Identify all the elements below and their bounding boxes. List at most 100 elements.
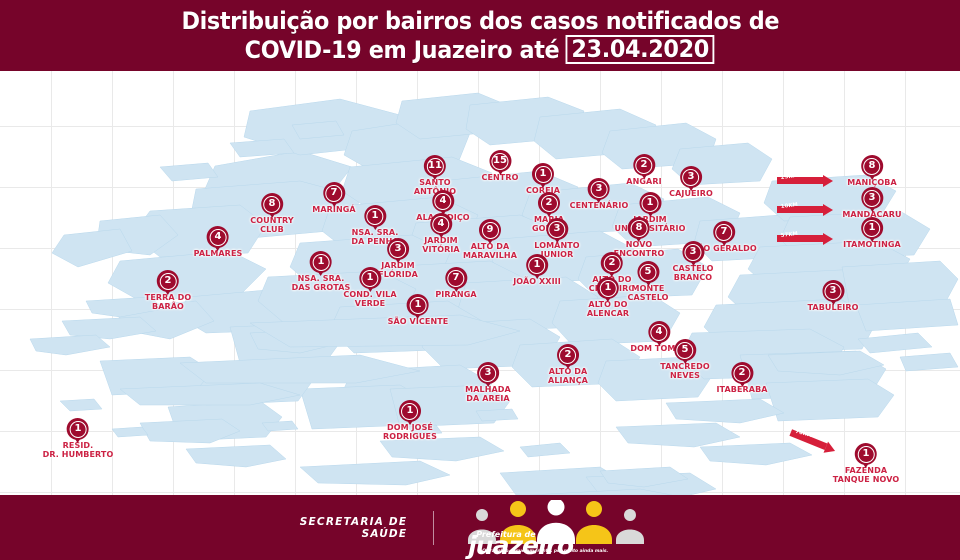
map-marker-fazenda-tanque-novo[interactable]: 1 FAZENDA TANQUE NOVO — [833, 443, 900, 484]
marker-label: SÃO GERALDO — [691, 244, 757, 254]
map-marker-dom-jose-rodrigues[interactable]: 1 DOM JOSÉ RODRIGUES — [383, 400, 437, 441]
marker-case-count: 1 — [862, 448, 870, 459]
map-marker-alto-da-alianca[interactable]: 2 ALTO DA ALIANÇA — [548, 344, 588, 385]
map-marker-monte-castelo[interactable]: 5 MONTE CASTELO — [627, 261, 668, 302]
map-pin-icon: 2 — [556, 344, 579, 369]
map-pin-icon: 3 — [387, 238, 409, 263]
map-marker-lomanto-junior[interactable]: 3 LOMANTO JUNIOR — [534, 218, 580, 259]
map-pin-icon: 3 — [682, 241, 704, 266]
marker-case-count: 2 — [608, 257, 616, 268]
map-marker-castelo-branco[interactable]: 3 CASTELO BRANCO — [672, 241, 713, 282]
map-marker-joao-xxiii[interactable]: 1 JOÃO XXIII — [513, 254, 561, 287]
map-marker-centro[interactable]: 15 CENTRO — [481, 150, 518, 183]
map-marker-country-club[interactable]: 8 COUNTRY CLUB — [250, 193, 294, 234]
map-marker-centenario[interactable]: 3 CENTENÁRIO — [570, 178, 629, 211]
map-marker-tancredo-neves[interactable]: 5 TANCREDO NEVES — [660, 339, 710, 380]
map-marker-maringa[interactable]: 7 MARINGÁ — [312, 182, 356, 215]
pin-ring — [599, 279, 617, 297]
map-marker-alto-do-alencar[interactable]: 1 ALTO DO ALENCAR — [587, 277, 629, 318]
map-pin-icon: 5 — [674, 339, 696, 364]
marker-label: NOVO ENCONTRO — [614, 240, 665, 258]
marker-case-count: 2 — [545, 197, 553, 208]
marker-label-line: ALTO DA — [548, 367, 588, 376]
map-pin-icon: 2 — [157, 270, 179, 295]
marker-label-line: ALTO DO — [588, 300, 628, 309]
marker-label-line: ANGARI — [626, 177, 662, 186]
pin-ring — [447, 269, 465, 287]
marker-label: TABULEIRO — [807, 303, 858, 313]
arrow-head — [823, 174, 833, 187]
pin-ring — [534, 165, 552, 183]
marker-label-line: CAJUEIRO — [669, 189, 713, 198]
map-marker-piranga[interactable]: 7 PIRANGA — [435, 267, 477, 300]
map-marker-cajueiro[interactable]: 3 CAJUEIRO — [669, 166, 713, 199]
map-marker-sao-vicente[interactable]: 1 SÃO VICENTE — [388, 294, 449, 327]
map-marker-itaberaba[interactable]: 2 ITABERABA — [716, 362, 767, 395]
marker-label: JARDIM VITÓRIA — [422, 236, 459, 254]
pin-ring — [603, 254, 621, 272]
prefeitura-juazeiro-logo: Prefeitura de juazeiro O trabalho segue … — [460, 499, 660, 558]
marker-label-line: NEVES — [669, 370, 701, 380]
map-marker-alto-da-maravilha[interactable]: 9 ALTO DA MARAVILHA — [463, 219, 517, 260]
marker-case-count: 1 — [317, 256, 325, 267]
arrow-shaft — [777, 206, 823, 213]
map-marker-manicoba[interactable]: 8 MANIÇOBA — [847, 155, 897, 188]
map-pin-icon: 3 — [588, 178, 610, 203]
marker-case-count: 1 — [366, 272, 374, 283]
map-marker-novo-encontro[interactable]: 8 NOVO ENCONTRO — [614, 217, 665, 258]
marker-label-line: JUNIOR — [540, 249, 574, 259]
map-pin-icon: 1 — [597, 277, 619, 302]
marker-case-count: 1 — [74, 423, 82, 434]
map-pin-icon: 2 — [730, 362, 753, 387]
marker-label-line: RESID. — [62, 441, 94, 450]
map-marker-coreia[interactable]: 1 COREIA — [526, 163, 560, 196]
map-marker-jardim-florida[interactable]: 3 JARDIM FLÓRIDA — [378, 238, 418, 279]
map-pin-icon: 1 — [639, 192, 661, 217]
marker-label-line: UNIVERSITÁRIO — [614, 223, 686, 233]
map-marker-mandacaru[interactable]: 3 MANDACARU — [842, 187, 902, 220]
map-marker-itamotinga[interactable]: 1 ITAMOTINGA — [843, 217, 901, 250]
map-marker-terra-do-barao[interactable]: 2 TERRA DO BARÃO — [145, 270, 191, 311]
marker-label: JOÃO XXIII — [513, 277, 561, 287]
marker-label-line: MANDACARU — [842, 210, 902, 219]
map-marker-cond-vila-verde[interactable]: 1 COND. VILA VERDE — [343, 267, 397, 308]
marker-label: SANTO ANTÔNIO — [414, 178, 456, 196]
marker-label-line: FAZENDA — [844, 466, 888, 475]
map-marker-angari[interactable]: 2 ANGARI — [626, 154, 662, 187]
map-pin-icon: 8 — [861, 155, 883, 180]
pin-ring — [630, 219, 648, 237]
map-marker-jardim-universitario[interactable]: 1 JARDIM UNIVERSITÁRIO — [615, 192, 686, 233]
marker-label: NSA. SRA. DAS GROTAS — [292, 274, 351, 292]
map-pin-icon: 3 — [680, 166, 702, 191]
map-pin-icon: 1 — [531, 163, 554, 188]
marker-label: ALTO DA MARAVILHA — [463, 242, 517, 260]
map-pin-icon: 2 — [538, 192, 560, 217]
map-marker-sao-geraldo[interactable]: 7 SÃO GERALDO — [691, 221, 757, 254]
marker-label: MARINGÁ — [312, 205, 355, 215]
map-pin-icon: 4 — [648, 321, 670, 346]
marker-label-line: JARDIM — [381, 261, 415, 270]
marker-case-count: 4 — [214, 231, 222, 242]
map-marker-nsa-sra-da-penha[interactable]: 1 NSA. SRA. DA PENHA — [351, 205, 399, 246]
map-marker-jardim-vitoria[interactable]: 4 JARDIM VITÓRIA — [422, 213, 460, 254]
map-marker-dom-tomaz[interactable]: 4 DOM TOMAZ — [630, 321, 688, 354]
header-title-line-1: Distribuição por bairros dos casos notif… — [181, 7, 779, 35]
pin-ring — [863, 219, 881, 237]
marker-label-line: ITAMOTINGA — [843, 240, 901, 249]
marker-label: COND. VILA VERDE — [343, 290, 396, 308]
map-marker-nsa-sra-das-grotas[interactable]: 1 NSA. SRA. DAS GROTAS — [292, 251, 351, 292]
footer-divider — [433, 510, 435, 545]
marker-label-line: FLÓRIDA — [378, 269, 418, 279]
map-marker-palmares[interactable]: 4 PALMARES — [194, 226, 243, 259]
map-marker-resid-dr-humberto[interactable]: 1 RESID. DR. HUMBERTO — [43, 418, 114, 459]
map-pin-icon: 8 — [628, 217, 650, 242]
marker-label-line: BRANCO — [673, 272, 713, 282]
map-marker-tabuleiro[interactable]: 3 TABULEIRO — [807, 280, 858, 313]
map-marker-santo-antonio[interactable]: 11 SANTO ANTÔNIO — [414, 155, 456, 196]
pin-ring — [548, 220, 566, 238]
marker-label: LOMANTO JUNIOR — [534, 241, 579, 259]
marker-label: ITABERABA — [716, 385, 767, 395]
marker-label-line: TANQUE NOVO — [832, 474, 900, 484]
map-marker-malhada-da-areia[interactable]: 3 MALHADA DA AREIA — [465, 362, 511, 403]
map-pin-icon: 4 — [430, 213, 452, 238]
